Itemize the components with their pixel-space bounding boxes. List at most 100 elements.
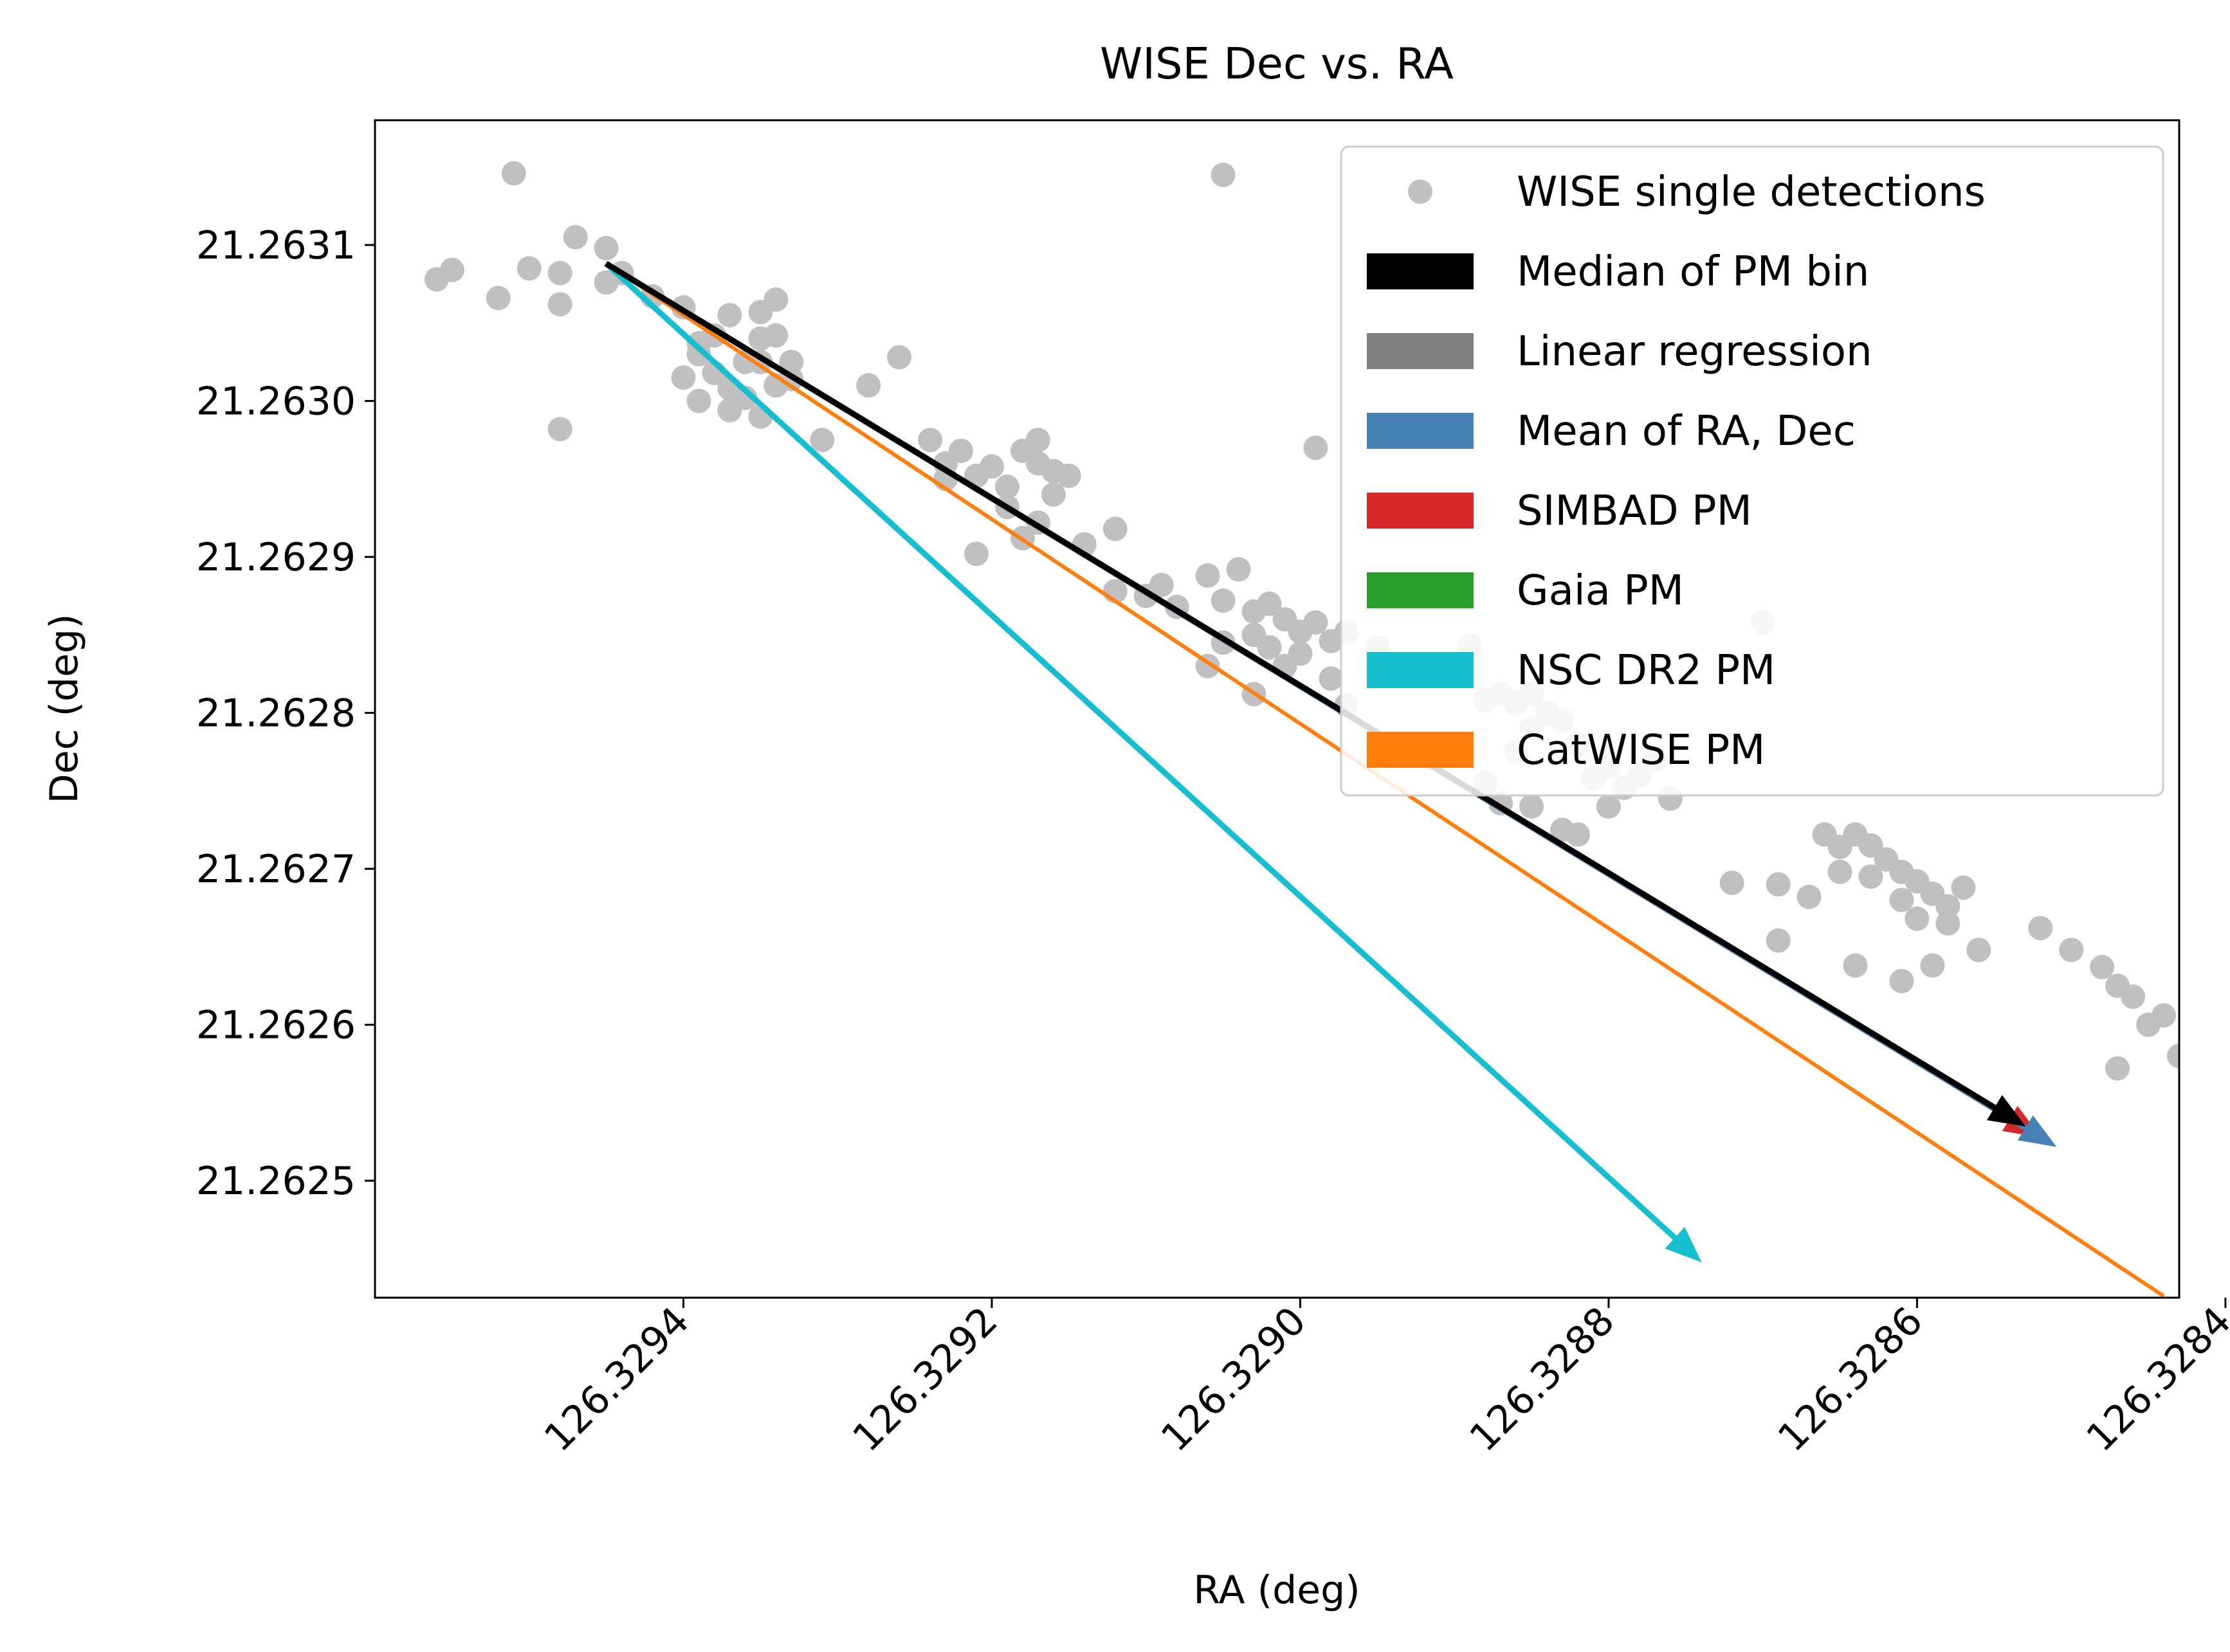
scatter-point — [779, 349, 804, 374]
scatter-point — [439, 257, 464, 282]
scatter-point — [1889, 968, 1914, 994]
scatter-point — [1041, 482, 1066, 507]
x-tick-label: 126.3290 — [1153, 1298, 1315, 1460]
scatter-point — [1195, 563, 1220, 588]
legend-swatch — [1367, 413, 1474, 449]
scatter-point — [980, 454, 1004, 479]
scatter-point — [856, 373, 881, 398]
scatter-point — [1102, 516, 1128, 541]
scatter-point — [501, 161, 526, 186]
legend-marker — [1408, 179, 1432, 204]
scatter-point — [1303, 610, 1328, 635]
y-tick-label: 21.2628 — [196, 691, 356, 736]
y-axis-label: Dec (deg) — [42, 613, 87, 803]
legend-swatch — [1367, 333, 1474, 369]
scatter-point — [547, 260, 572, 286]
scatter-point — [1951, 875, 1976, 900]
scatter-point — [2198, 1025, 2222, 1049]
scatter-point — [1211, 588, 1236, 613]
legend-label: Gaia PM — [1517, 567, 1684, 615]
legend-swatch — [1367, 253, 1474, 289]
scatter-point — [1025, 428, 1050, 453]
scatter-point — [1319, 666, 1344, 691]
y-axis-ticks: 21.2625 21.2626 21.2627 21.2628 21.2629 21.26… — [196, 223, 375, 1204]
chart-title: WISE Dec vs. RA — [1100, 39, 1454, 89]
legend-item-catwise-pm: CatWISE PM — [1367, 727, 1765, 774]
legend-label: NSC DR2 PM — [1517, 647, 1775, 694]
scatter-point — [2182, 936, 2207, 961]
scatter-point — [2152, 1003, 2176, 1028]
arrow-nsc-dr2-pm — [604, 261, 1702, 1263]
scatter-point — [763, 323, 789, 348]
legend-swatch — [1367, 493, 1474, 529]
x-tick-label: 126.3286 — [1769, 1298, 1932, 1460]
scatter-point — [1519, 794, 1544, 819]
arrow-layer — [604, 261, 2165, 1298]
legend-swatch — [1367, 732, 1474, 768]
scatter-point — [1889, 887, 1914, 912]
y-tick-label: 21.2631 — [196, 223, 356, 268]
scatter-point — [1766, 872, 1791, 897]
scatter-point — [717, 303, 742, 328]
scatter-point — [1226, 557, 1251, 582]
scatter-point — [671, 365, 696, 390]
scatter-point — [594, 235, 619, 260]
x-tick-label: 126.3288 — [1461, 1298, 1623, 1460]
x-tick-label: 126.3284 — [2078, 1298, 2230, 1460]
plot-frame — [374, 119, 2180, 1299]
scatter-point — [2105, 1056, 2130, 1081]
y-tick-label: 21.2627 — [196, 847, 356, 892]
scatter-point — [547, 292, 572, 317]
x-tick-label: 126.3292 — [845, 1298, 1007, 1460]
scatter-point — [1827, 859, 1852, 884]
scatter-point — [686, 388, 711, 413]
x-tick-label: 126.3294 — [536, 1298, 698, 1460]
scatter-point — [1303, 435, 1328, 460]
scatter-point — [1257, 591, 1282, 616]
scatter-point — [1056, 463, 1081, 488]
scatter-point — [1566, 822, 1590, 847]
scatter-point — [1905, 906, 1930, 931]
scatter-point — [1935, 894, 1960, 919]
scatter-point — [2090, 954, 2115, 979]
legend-item-mean-of-ra-dec: Mean of RA, Dec — [1367, 408, 1856, 455]
scatter-point — [1858, 833, 1883, 858]
scatter-point — [887, 345, 912, 370]
scatter-point — [949, 439, 973, 464]
scatter-point — [594, 270, 619, 295]
scatter-point — [964, 541, 989, 567]
scatter-point — [563, 224, 588, 250]
legend: WISE single detections Median of PM bin Li… — [1340, 145, 2164, 797]
y-tick-label: 21.2625 — [196, 1159, 356, 1204]
scatter-point — [994, 474, 1019, 499]
scatter-point — [1257, 635, 1282, 660]
legend-swatch — [1367, 572, 1474, 608]
y-tick-label: 21.2629 — [196, 535, 356, 580]
scatter-point — [733, 385, 758, 410]
scatter-point — [1858, 864, 1883, 889]
scatter-point — [2213, 947, 2230, 972]
scatter-point — [486, 286, 511, 311]
scatter-point — [547, 417, 572, 442]
arrow-median-of-pm-bin — [604, 261, 2026, 1127]
legend-item-linear-regression: Linear regression — [1367, 328, 1872, 376]
legend-label: CatWISE PM — [1517, 727, 1765, 774]
scatter-point — [686, 341, 711, 367]
scatter-point — [1920, 953, 1945, 978]
legend-item-simbad-pm: SIMBAD PM — [1367, 487, 1752, 535]
scatter-point — [516, 256, 542, 281]
scatter-point — [1935, 911, 1960, 936]
scatter-point — [1796, 884, 1822, 909]
scatter-point — [2028, 916, 2053, 941]
legend-swatch — [1367, 652, 1474, 688]
scatter-point — [2167, 1044, 2179, 1069]
legend-label: Mean of RA, Dec — [1517, 408, 1856, 455]
scatter-point — [810, 428, 835, 453]
legend-item-median-of-pm-bin: Median of PM bin — [1367, 248, 1869, 296]
x-axis-label: RA (deg) — [1193, 1568, 1360, 1613]
legend-item-gaia-pm: Gaia PM — [1367, 567, 1684, 615]
scatter-point — [1719, 870, 1744, 895]
legend-label: SIMBAD PM — [1517, 487, 1752, 535]
scatter-point — [2121, 984, 2146, 1009]
